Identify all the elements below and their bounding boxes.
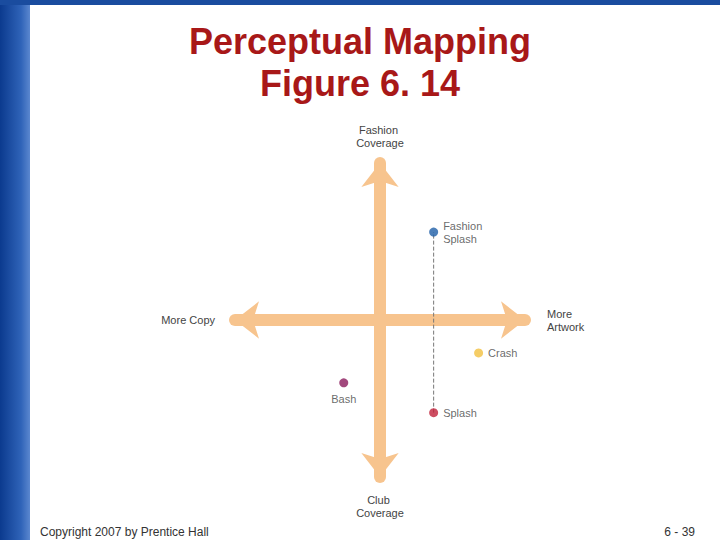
svg-text:Club: Club	[367, 494, 393, 506]
svg-text:More: More	[547, 308, 575, 320]
svg-text:Crash: Crash	[488, 347, 517, 359]
svg-text:Fashion: Fashion	[359, 124, 401, 136]
svg-text:Coverage: Coverage	[356, 507, 404, 519]
svg-text:Splash: Splash	[443, 407, 477, 419]
svg-text:Bash: Bash	[331, 393, 356, 405]
svg-text:Copyright 2007 by Prentice Hal: Copyright 2007 by Prentice Hall	[40, 525, 209, 539]
svg-text:Perceptual Mapping: Perceptual Mapping	[189, 21, 531, 62]
svg-text:Splash: Splash	[443, 233, 477, 245]
svg-text:Figure 6. 14: Figure 6. 14	[260, 63, 460, 104]
svg-text:Coverage: Coverage	[356, 137, 404, 149]
svg-text:Fashion: Fashion	[443, 220, 485, 232]
svg-text:Artwork: Artwork	[547, 321, 585, 333]
svg-text:More Copy: More Copy	[161, 314, 215, 326]
svg-text:6 - 39: 6 - 39	[664, 525, 695, 539]
